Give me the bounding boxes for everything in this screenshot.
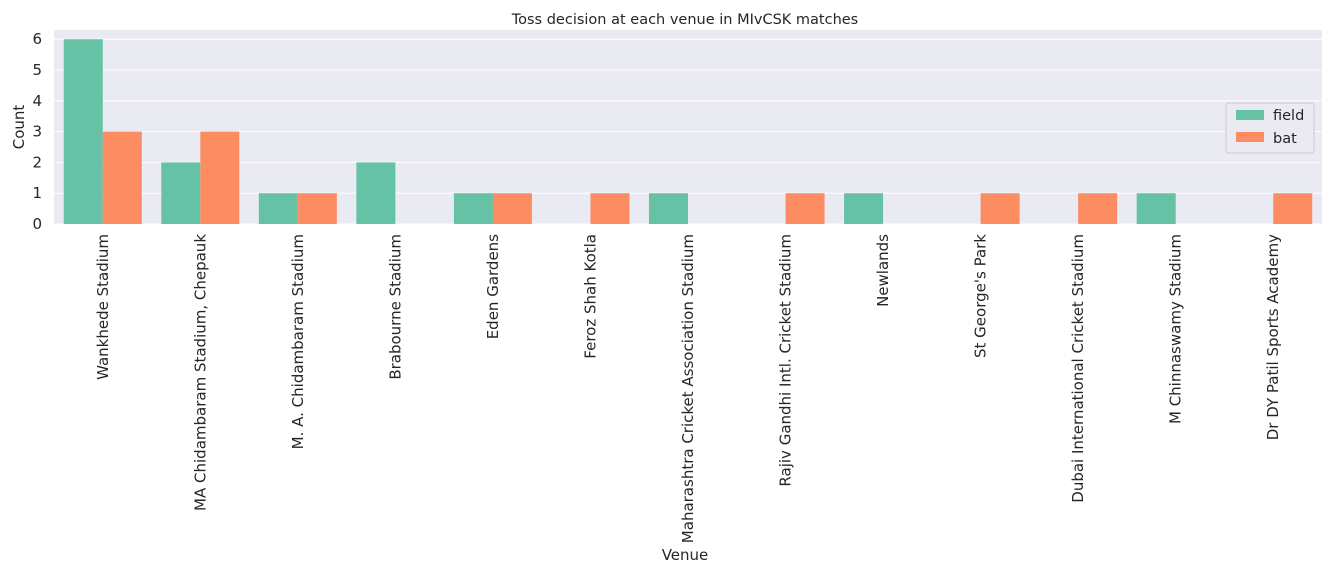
- x-tick-label: M. A. Chidambaram Stadium: [289, 234, 307, 449]
- x-tick-label: Dr DY Patil Sports Academy: [1264, 234, 1282, 440]
- x-tick-label: Rajiv Gandhi Intl. Cricket Stadium: [777, 234, 795, 487]
- bar-bat: [1078, 193, 1118, 224]
- bar-field: [258, 193, 298, 224]
- legend-label-field: field: [1273, 108, 1304, 124]
- bar-field: [356, 162, 396, 224]
- y-tick-label: 6: [32, 30, 42, 48]
- bar-bat: [1273, 193, 1313, 224]
- bar-bat: [297, 193, 337, 224]
- plot-background: [54, 30, 1322, 224]
- chart-title: Toss decision at each venue in MIvCSK ma…: [511, 12, 859, 28]
- x-tick-label: Brabourne Stadium: [386, 234, 404, 380]
- y-tick-label: 2: [32, 153, 42, 171]
- y-ticks: 0 1 2 3 4 5 6: [32, 30, 42, 233]
- x-tick-label: Feroz Shah Kotla: [581, 234, 599, 359]
- x-tick-label: Eden Gardens: [484, 234, 502, 339]
- x-tick-label: Maharashtra Cricket Association Stadium: [679, 234, 697, 543]
- legend-swatch-bat: [1236, 132, 1264, 142]
- x-ticks: Wankhede Stadium MA Chidambaram Stadium, …: [94, 234, 1282, 543]
- y-axis-label: Count: [10, 105, 28, 150]
- x-tick-label: Newlands: [874, 234, 892, 307]
- x-tick-label: Dubai International Cricket Stadium: [1069, 234, 1087, 503]
- bar-field: [453, 193, 493, 224]
- legend-swatch-field: [1236, 110, 1264, 120]
- y-tick-label: 1: [32, 184, 42, 202]
- bar-bat: [200, 131, 240, 224]
- bar-field: [844, 193, 884, 224]
- bars: [63, 39, 1313, 224]
- bar-field: [1136, 193, 1176, 224]
- bar-bat: [492, 193, 532, 224]
- y-tick-label: 4: [32, 92, 42, 110]
- x-tick-label: M Chinnaswamy Stadium: [1167, 234, 1185, 424]
- bar-bat: [102, 131, 142, 224]
- bar-bat: [590, 193, 630, 224]
- x-tick-label: Wankhede Stadium: [94, 234, 112, 380]
- y-tick-label: 0: [32, 215, 42, 233]
- bar-bat: [785, 193, 825, 224]
- x-axis-label: Venue: [662, 546, 709, 564]
- bar-field: [161, 162, 201, 224]
- legend-label-bat: bat: [1273, 131, 1297, 147]
- x-tick-label: MA Chidambaram Stadium, Chepauk: [191, 234, 209, 511]
- legend: field bat: [1225, 102, 1315, 154]
- y-tick-label: 5: [32, 61, 42, 79]
- y-tick-label: 3: [32, 123, 42, 141]
- x-tick-label: St George's Park: [972, 234, 990, 358]
- bar-bat: [980, 193, 1020, 224]
- bar-field: [648, 193, 688, 224]
- bar-field: [63, 39, 103, 224]
